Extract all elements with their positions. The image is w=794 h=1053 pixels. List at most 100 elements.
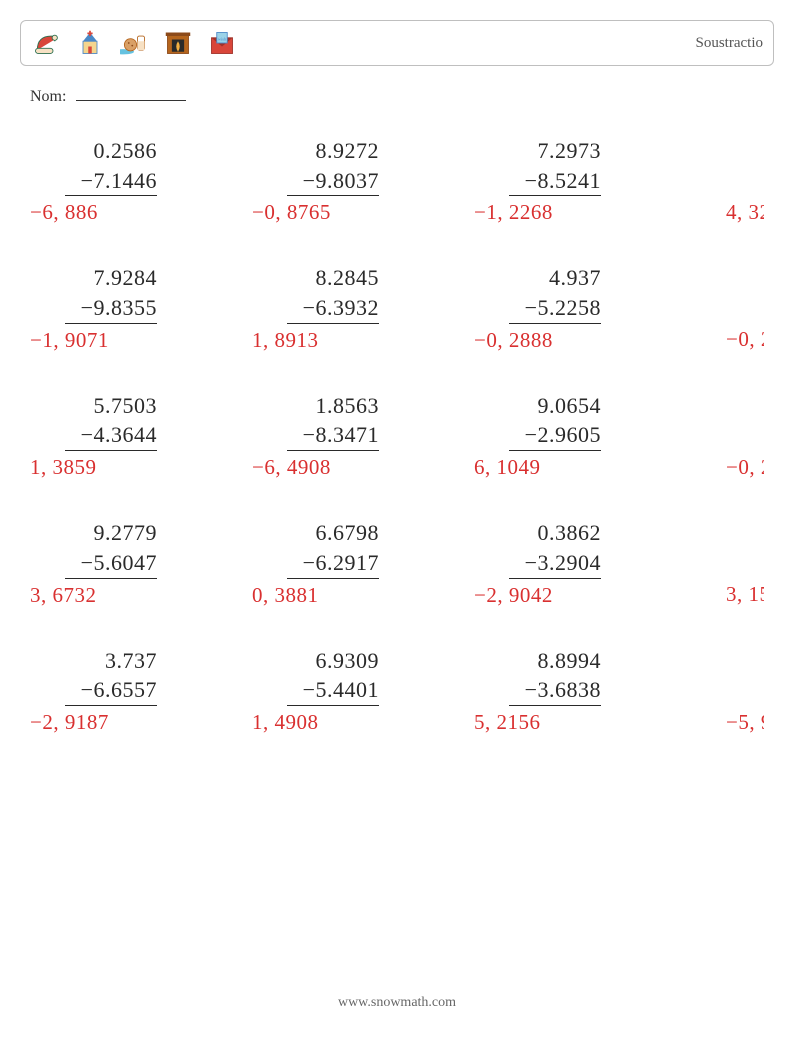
answer: 4, 32 xyxy=(696,200,764,225)
answer: −0, 23 xyxy=(696,455,764,480)
subtrahend-row: −2.9605 xyxy=(474,420,696,451)
minuend: 7.9284 xyxy=(30,263,252,293)
answer: −0, 2888 xyxy=(474,328,696,353)
subtrahend-row: −8.5241 xyxy=(474,166,696,197)
worksheet: 0.2586−7.1446−6, 8868.9272−9.8037 −0, 876… xyxy=(0,136,794,735)
problem-row: 0.2586−7.1446−6, 8868.9272−9.8037 −0, 876… xyxy=(30,136,764,225)
answer: −5, 93 xyxy=(696,710,764,735)
problem-numbers: 7.9284−9.8355 xyxy=(30,263,252,323)
problem: 7.2973−8.5241 −1, 2268 xyxy=(474,136,696,225)
subtrahend-row: −6.6557 xyxy=(30,675,252,706)
problem-numbers: 0.2586−7.1446 xyxy=(30,136,252,196)
minuend: 5.7503 xyxy=(30,391,252,421)
minuend: 3.737 xyxy=(30,646,252,676)
problem-numbers: 9.0654−2.9605 xyxy=(474,391,696,451)
subtrahend-row: −5.6047 xyxy=(30,548,252,579)
subtrahend: −8.5241 xyxy=(509,166,601,197)
cookie-drink-icon xyxy=(119,28,149,58)
problem: 0.3862−3.2904 −2, 9042 xyxy=(474,518,696,607)
minuend: 8.9272 xyxy=(252,136,474,166)
answer: −2, 9042 xyxy=(474,583,696,608)
problem: 1.8563−8.3471−6, 4908 xyxy=(252,391,474,480)
header-title: Soustractio xyxy=(696,35,764,52)
problem-numbers: 0.3862−3.2904 xyxy=(474,518,696,578)
subtrahend-row: −6.3932 xyxy=(252,293,474,324)
name-label-row: Nom: xyxy=(30,88,764,106)
wish-letter-icon: wish xyxy=(207,28,237,58)
minuend: 1.8563 xyxy=(252,391,474,421)
subtrahend: −6.3932 xyxy=(287,293,379,324)
subtrahend: −3.6838 xyxy=(509,675,601,706)
name-blank xyxy=(76,100,186,101)
problem: 8.8994−3.6838 5, 2156 xyxy=(474,646,696,735)
problem: 7.9284−9.8355 −1, 9071 xyxy=(30,263,252,352)
subtrahend-row: −8.3471 xyxy=(252,420,474,451)
subtrahend: −2.9605 xyxy=(509,420,601,451)
footer: www.snowmath.com xyxy=(0,995,794,1031)
problem-row: 3.737−6.6557−2, 91876.9309−5.44011, 4908… xyxy=(30,646,764,735)
problem: −0, 23 xyxy=(696,391,764,480)
problem: 9.0654−2.9605 6, 1049 xyxy=(474,391,696,480)
subtrahend: −9.8037 xyxy=(287,166,379,197)
answer: 1, 3859 xyxy=(30,455,252,480)
subtrahend: −4.3644 xyxy=(65,420,157,451)
problem: 5.7503−4.3644 1, 3859 xyxy=(30,391,252,480)
answer: 0, 3881 xyxy=(252,583,474,608)
minuend: 9.2779 xyxy=(30,518,252,548)
answer: −1, 2268 xyxy=(474,200,696,225)
fireplace-icon xyxy=(163,28,193,58)
answer: 1, 4908 xyxy=(252,710,474,735)
minuend: 0.2586 xyxy=(30,136,252,166)
problem: 6.6798−6.2917 0, 3881 xyxy=(252,518,474,607)
answer: 1, 8913 xyxy=(252,328,474,353)
name-label: Nom: xyxy=(30,88,66,105)
problem-numbers: 4.937−5.2258 xyxy=(474,263,696,323)
answer: 5, 2156 xyxy=(474,710,696,735)
subtrahend-row: −4.3644 xyxy=(30,420,252,451)
subtrahend-row: −9.8037 xyxy=(252,166,474,197)
problem-row: 5.7503−4.3644 1, 38591.8563−8.3471−6, 490… xyxy=(30,391,764,480)
minuend: 7.2973 xyxy=(474,136,696,166)
answer: −1, 9071 xyxy=(30,328,252,353)
minuend: 4.937 xyxy=(474,263,696,293)
answer: −0, 8765 xyxy=(252,200,474,225)
problem: 4.937−5.2258 −0, 2888 xyxy=(474,263,696,352)
minuend: 9.0654 xyxy=(474,391,696,421)
answer: 6, 1049 xyxy=(474,455,696,480)
subtrahend: −5.2258 xyxy=(509,293,601,324)
subtrahend-row: −3.2904 xyxy=(474,548,696,579)
problem-numbers: 6.6798−6.2917 xyxy=(252,518,474,578)
answer: 3, 6732 xyxy=(30,583,252,608)
subtrahend-row: −9.8355 xyxy=(30,293,252,324)
svg-text:wish: wish xyxy=(218,36,227,41)
subtrahend: −5.4401 xyxy=(287,675,379,706)
problem-numbers: 9.2779−5.6047 xyxy=(30,518,252,578)
problem: 9.2779−5.6047 3, 6732 xyxy=(30,518,252,607)
header: wish Soustractio xyxy=(20,20,774,66)
problem-numbers: 8.8994−3.6838 xyxy=(474,646,696,706)
minuend: 6.9309 xyxy=(252,646,474,676)
problem: 0.2586−7.1446−6, 886 xyxy=(30,136,252,225)
problem: 8.2845−6.3932 1, 8913 xyxy=(252,263,474,352)
problem-numbers: 8.2845−6.3932 xyxy=(252,263,474,323)
christmas-hat-icon xyxy=(31,28,61,58)
subtrahend-row: −6.2917 xyxy=(252,548,474,579)
subtrahend: −8.3471 xyxy=(287,420,379,451)
problem-numbers: 5.7503−4.3644 xyxy=(30,391,252,451)
minuend: 8.2845 xyxy=(252,263,474,293)
problem-numbers: 6.9309−5.4401 xyxy=(252,646,474,706)
problem: 8.9272−9.8037 −0, 8765 xyxy=(252,136,474,225)
subtrahend: −6.6557 xyxy=(65,675,157,706)
subtrahend-row: −5.4401 xyxy=(252,675,474,706)
subtrahend-row: −5.2258 xyxy=(474,293,696,324)
minuend: 0.3862 xyxy=(474,518,696,548)
problem-numbers: 7.2973−8.5241 xyxy=(474,136,696,196)
problem: 3, 15 xyxy=(696,518,764,607)
subtrahend: −7.1446 xyxy=(65,166,157,197)
problem-row: 9.2779−5.60473, 67326.6798−6.29170, 3881… xyxy=(30,518,764,607)
subtrahend: −6.2917 xyxy=(287,548,379,579)
problem: −0, 2 xyxy=(696,263,764,352)
answer: 3, 15 xyxy=(696,582,764,607)
problem: 4, 32 xyxy=(696,136,764,225)
minuend: 6.6798 xyxy=(252,518,474,548)
